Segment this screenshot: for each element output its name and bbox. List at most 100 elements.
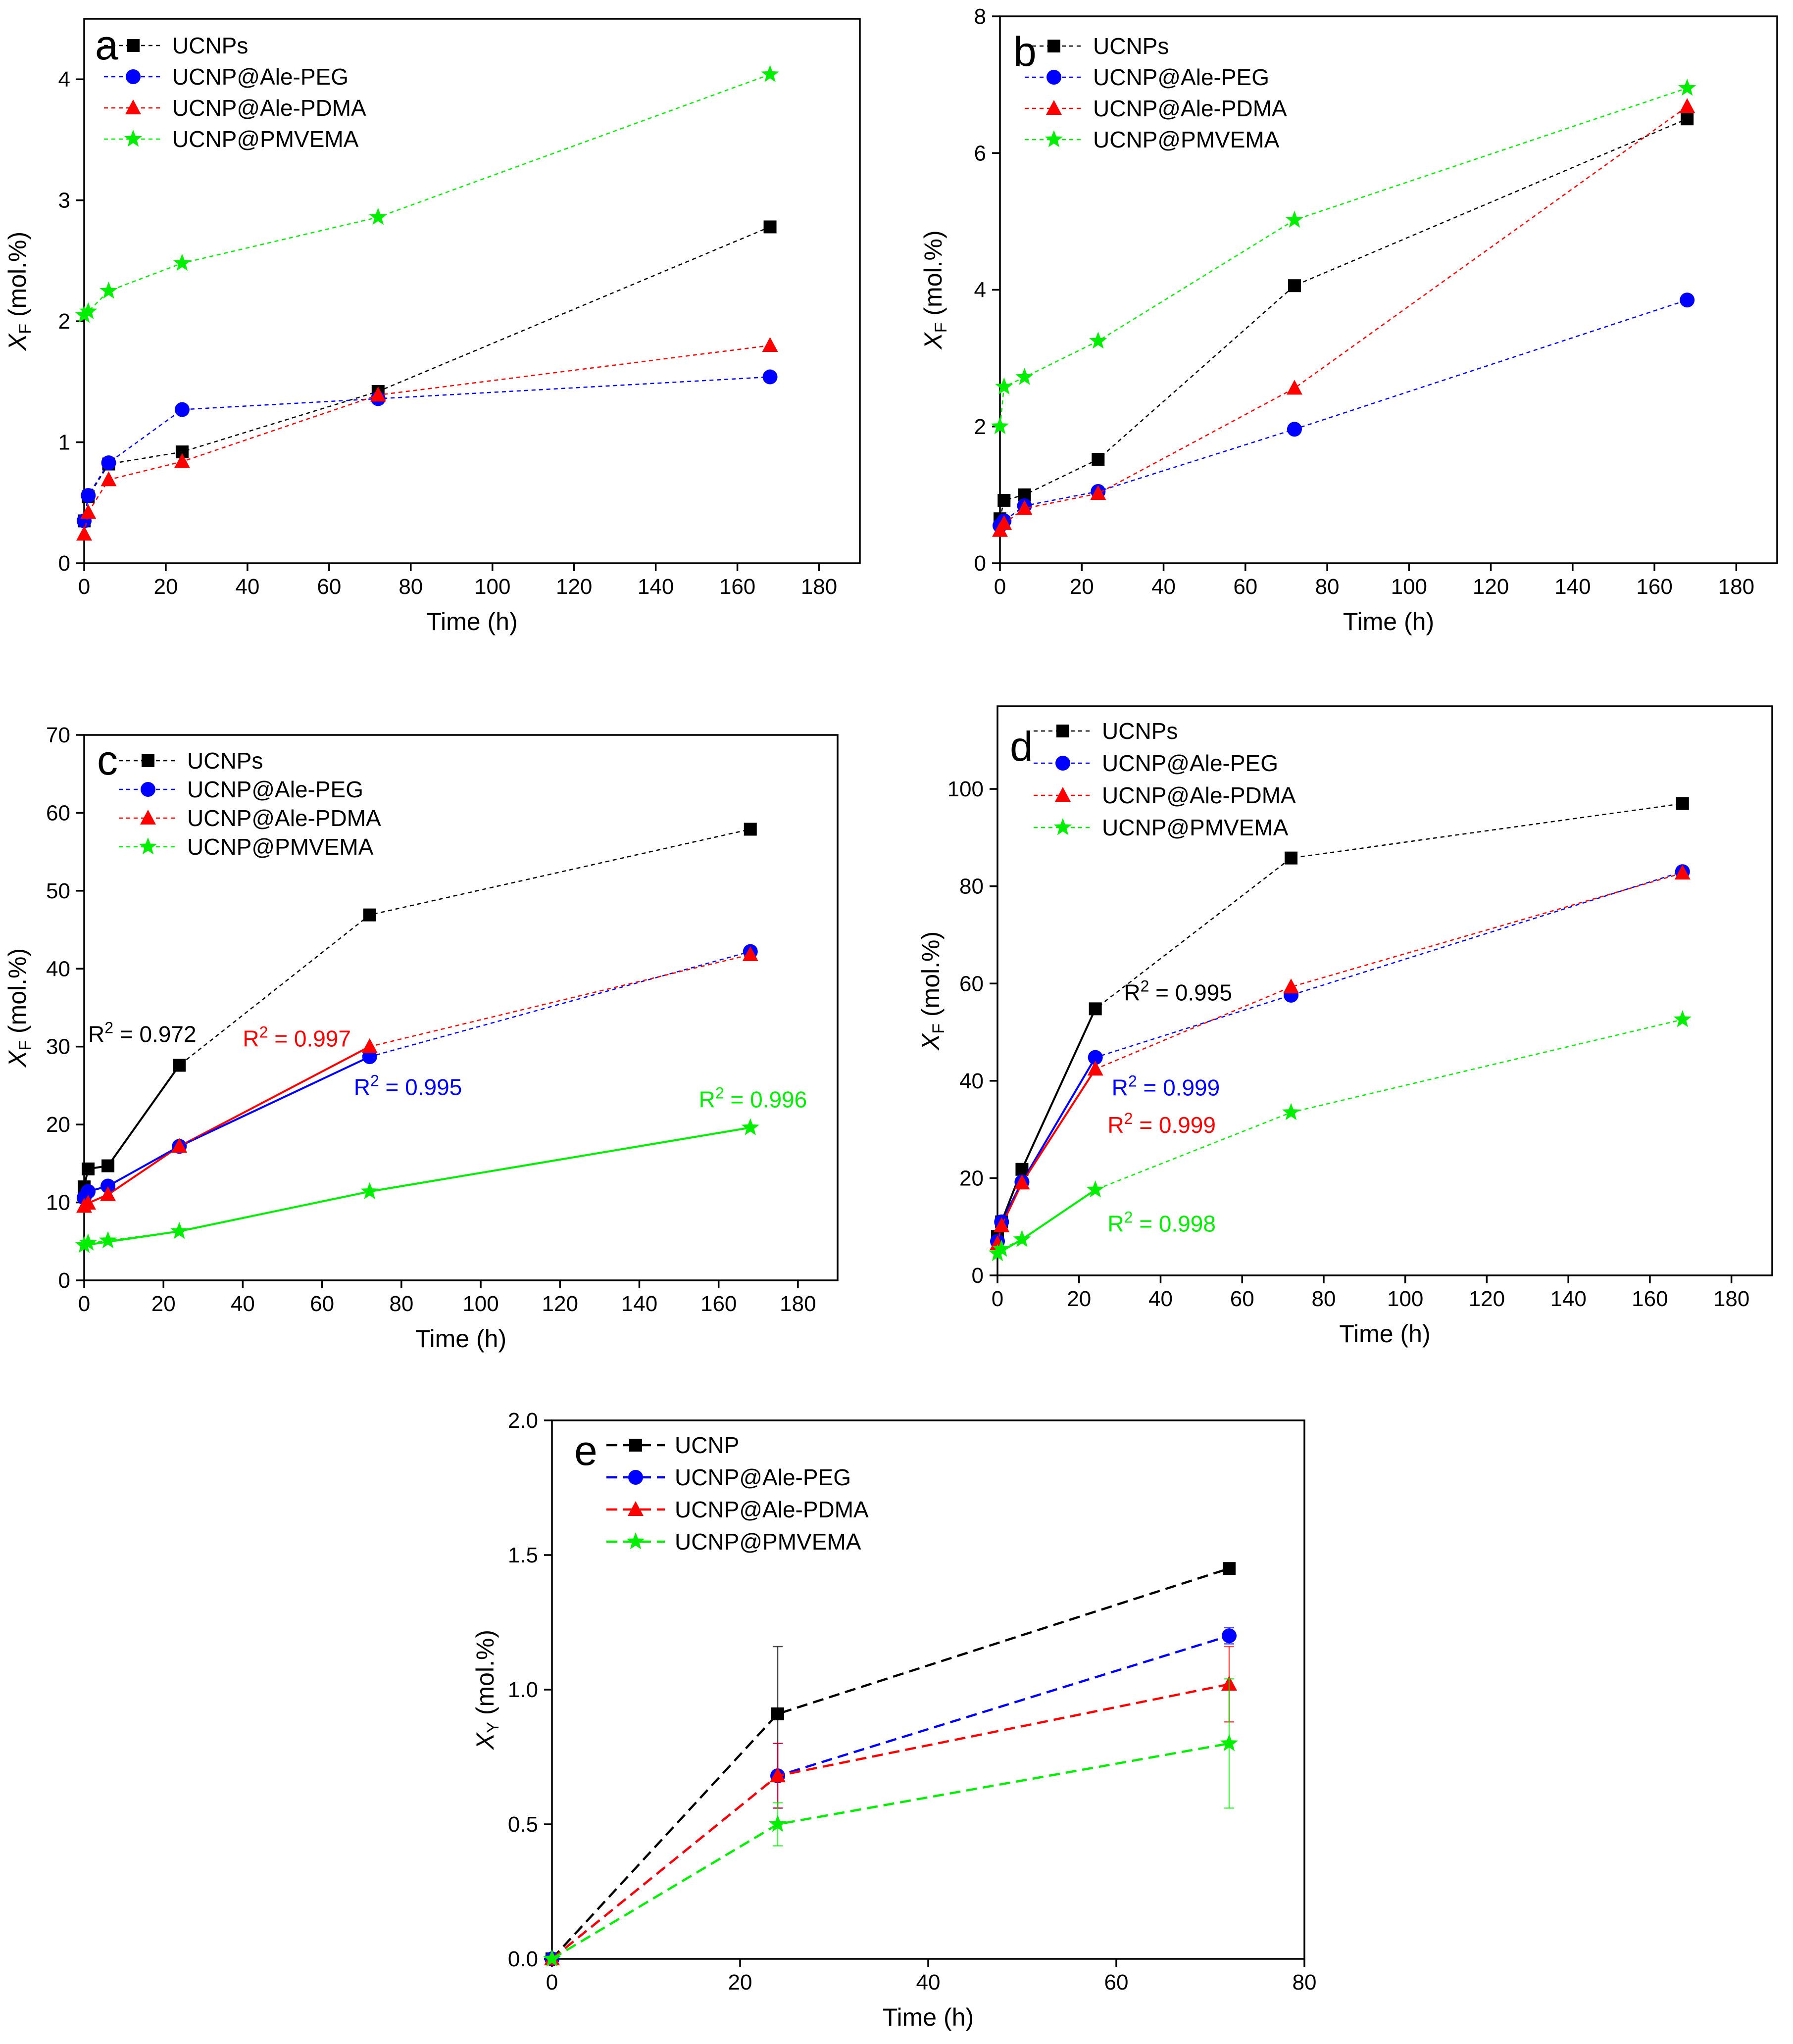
- r2-annotation: R2 = 0.972: [88, 1019, 197, 1047]
- x-axis-title: Time (h): [415, 1325, 506, 1353]
- legend-marker: [1046, 70, 1061, 85]
- y-tick-label: 0: [58, 551, 70, 576]
- data-point: [761, 65, 779, 82]
- data-point: [76, 526, 92, 541]
- legend-marker: [1055, 756, 1070, 771]
- series-line: [997, 1019, 1683, 1254]
- data-point: [80, 504, 97, 519]
- y-tick-label: 30: [46, 1035, 70, 1059]
- r2-prefix: R: [699, 1087, 715, 1113]
- y-tick-label: 60: [46, 801, 70, 825]
- legend-marker: [139, 837, 157, 855]
- legend-label: UCNPs: [187, 748, 263, 774]
- x-tick-label: 100: [474, 575, 510, 599]
- data-point: [991, 417, 1009, 435]
- series-line: [83, 226, 771, 521]
- r2-sup: 2: [1124, 1209, 1133, 1226]
- legend-marker: [1055, 787, 1071, 802]
- r2-annotation: R2 = 0.996: [699, 1084, 807, 1113]
- legend: UCNPs UCNP@Ale-PEG UCNP@Ale-PDMA UCNP@PMVEM…: [1025, 33, 1287, 152]
- data-point: [1086, 1180, 1104, 1198]
- y-tick-label: 20: [46, 1113, 70, 1137]
- x-axis-title: Time (h): [1339, 1320, 1430, 1348]
- chart-panel-c: 0 20 40 60 80 100 120 140 160 180 0 10 20 30 40 50 60 70 T…: [3, 723, 839, 1353]
- y-tick-label: 3: [58, 189, 70, 213]
- data-point: [100, 471, 117, 487]
- data-point: [744, 823, 757, 836]
- y-axis-title-sub: Y: [484, 1722, 502, 1733]
- legend-label: UCNP@Ale-PDMA: [187, 805, 381, 831]
- data-point: [361, 1038, 378, 1053]
- r2-prefix: R: [88, 1021, 104, 1047]
- x-tick-label: 60: [1233, 575, 1257, 599]
- data-point: [1676, 797, 1689, 810]
- y-tick-label: 80: [959, 875, 984, 899]
- series-UCNP@Ale-PDMA: [992, 98, 1695, 537]
- data-point: [370, 387, 386, 402]
- legend-marker: [1056, 725, 1069, 737]
- x-tick-label: 180: [801, 575, 837, 599]
- x-axis-title: Time (h): [1343, 608, 1434, 635]
- y-tick-label: 1.5: [508, 1543, 538, 1567]
- legend-label: UCNP@PMVEMA: [675, 1529, 861, 1555]
- r2-annotation: R2 = 0.999: [1107, 1110, 1216, 1138]
- x-tick-label: 140: [1550, 1287, 1586, 1311]
- y-tick-label: 6: [974, 141, 986, 165]
- r2-prefix: R: [1107, 1112, 1124, 1138]
- x-tick-label: 0: [546, 1970, 558, 1995]
- data-point: [771, 1707, 784, 1720]
- data-point: [1285, 210, 1303, 228]
- x-axis-title: Time (h): [883, 2003, 974, 2031]
- legend-label: UCNP@PMVEMA: [1093, 127, 1280, 152]
- y-axis-title-sub: F: [932, 322, 950, 333]
- series-UCNP@PMVEMA: [75, 65, 779, 323]
- y-axis-title-suffix: (mol.%): [3, 232, 31, 324]
- series-line: [999, 106, 1688, 531]
- legend: UCNPs UCNP@Ale-PEG UCNP@Ale-PDMA UCNP@PMVEM…: [104, 33, 366, 152]
- legend-marker: [125, 99, 141, 114]
- series-line: [551, 1635, 1230, 1960]
- x-tick-label: 40: [235, 575, 259, 599]
- data-point: [75, 1236, 94, 1253]
- r2-annotation: R2 = 0.998: [1107, 1209, 1216, 1237]
- x-tick-label: 140: [1554, 575, 1591, 599]
- data-point: [741, 1118, 759, 1135]
- data-point: [101, 1159, 115, 1172]
- x-tick-label: 0: [78, 1292, 90, 1316]
- data-point: [1015, 368, 1034, 385]
- series-line: [999, 299, 1688, 526]
- legend-marker: [1053, 818, 1072, 835]
- fit-line: [83, 1065, 180, 1187]
- series-line: [84, 954, 751, 1207]
- r2-sup: 2: [104, 1019, 113, 1036]
- y-axis-title-main: X: [3, 333, 31, 351]
- data-point: [1287, 422, 1302, 437]
- plot-frame: [83, 734, 839, 1281]
- series-line: [551, 1567, 1230, 1960]
- r2-suffix: = 0.996: [724, 1087, 807, 1113]
- y-tick-label: 40: [46, 957, 70, 981]
- y-tick-label: 2: [58, 309, 70, 334]
- y-tick-label: 1: [58, 431, 70, 455]
- r2-sup: 2: [715, 1084, 724, 1102]
- legend-label: UCNP@PMVEMA: [1102, 815, 1289, 840]
- chart-panel-b: 0 20 40 60 80 100 120 140 160 180 0 2 4 6 8 Time (h) XF …: [919, 4, 1778, 635]
- x-tick-label: 160: [1632, 1287, 1668, 1311]
- data-point: [81, 488, 96, 503]
- data-point: [1679, 98, 1695, 113]
- series-line: [83, 344, 770, 535]
- legend-label: UCNP@Ale-PEG: [187, 777, 363, 802]
- x-tick-label: 160: [719, 575, 755, 599]
- data-point: [1681, 112, 1694, 126]
- data-point: [994, 1217, 1010, 1232]
- x-tick-label: 180: [1713, 1287, 1749, 1311]
- y-tick-label: 0: [58, 1268, 70, 1293]
- y-tick-label: 10: [46, 1191, 70, 1215]
- legend-marker: [629, 1439, 642, 1452]
- y-tick-label: 0: [972, 1264, 984, 1288]
- x-tick-label: 100: [1387, 1287, 1423, 1311]
- y-axis-title-main: X: [917, 1033, 945, 1051]
- series-UCNP@Ale-PDMA: [76, 946, 758, 1213]
- r2-suffix: = 0.995: [379, 1074, 462, 1100]
